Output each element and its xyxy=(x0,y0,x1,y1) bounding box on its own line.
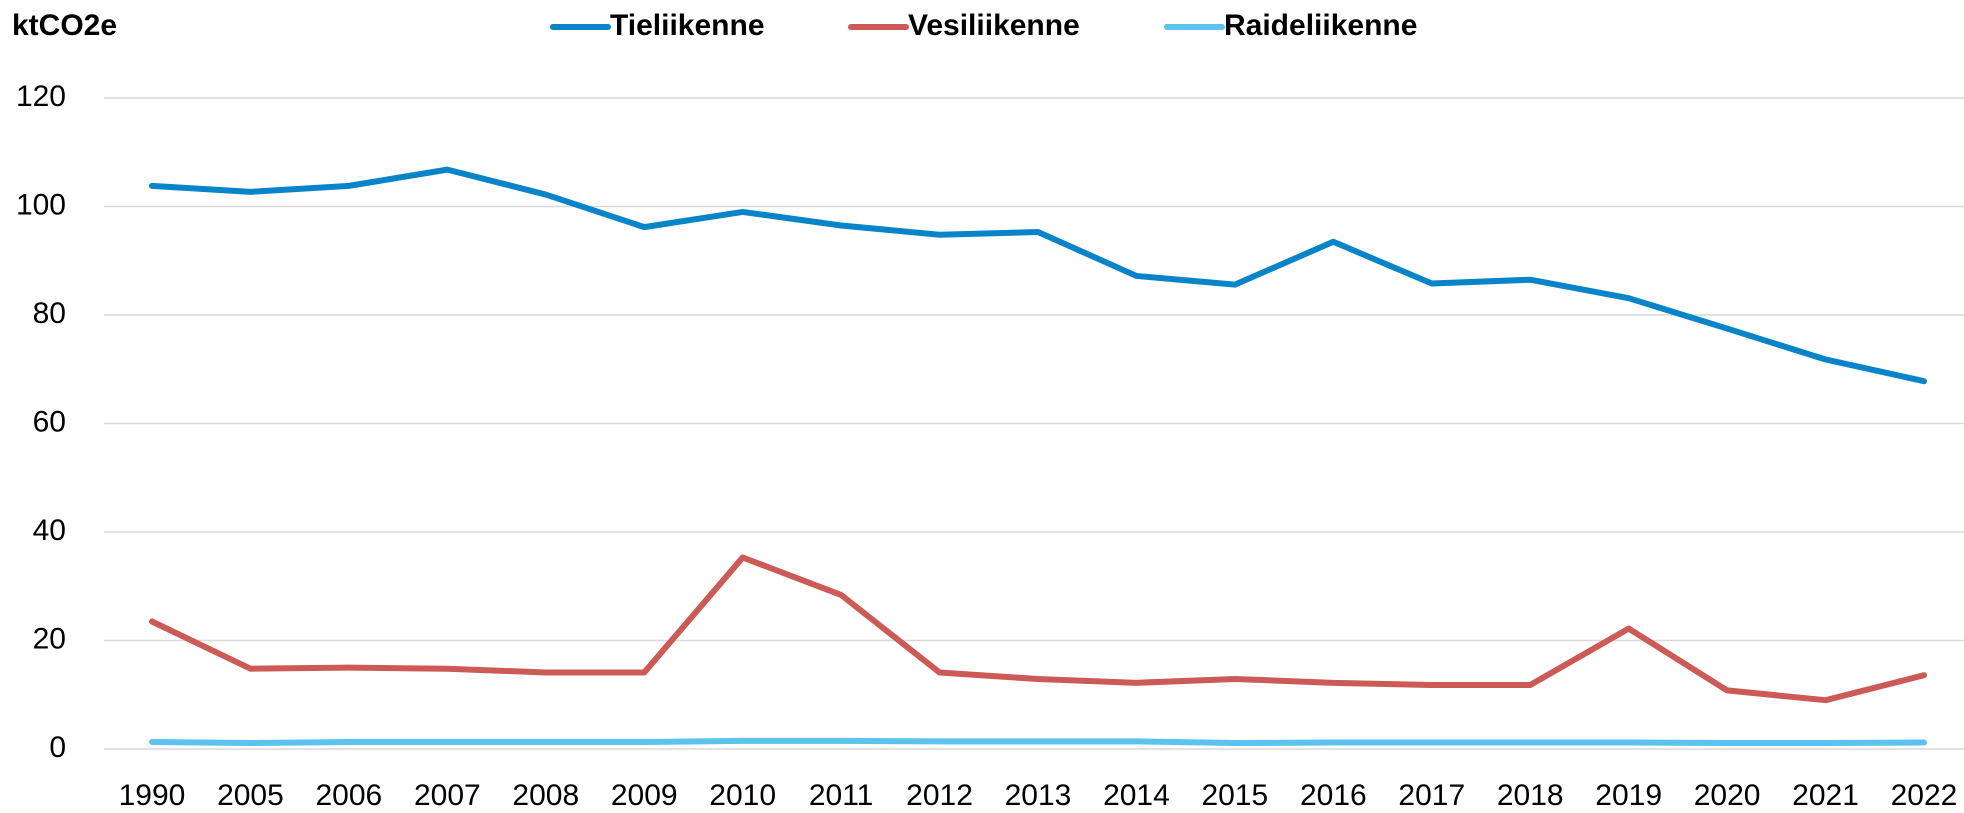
x-tick-label: 2007 xyxy=(414,779,481,812)
x-tick-label: 2011 xyxy=(809,779,874,812)
x-tick-label: 2022 xyxy=(1891,779,1958,812)
y-tick-label: 40 xyxy=(33,514,66,547)
x-tick-label: 2016 xyxy=(1300,779,1367,812)
y-tick-label: 120 xyxy=(16,80,66,113)
y-tick-label: 0 xyxy=(49,731,66,764)
y-axis-label: ktCO2e xyxy=(12,9,117,42)
series-line xyxy=(149,166,1927,385)
series-line xyxy=(149,554,1927,704)
x-tick-label: 2019 xyxy=(1595,779,1662,812)
x-tick-label: 1990 xyxy=(119,779,186,812)
x-tick-label: 2010 xyxy=(709,779,776,812)
y-tick-label: 100 xyxy=(16,188,66,221)
x-tick-label: 2005 xyxy=(217,779,284,812)
x-tick-label: 2015 xyxy=(1202,779,1269,812)
x-tick-label: 2020 xyxy=(1694,779,1761,812)
y-tick-label: 60 xyxy=(33,405,66,438)
x-tick-label: 2014 xyxy=(1103,779,1170,812)
x-tick-label: 2006 xyxy=(316,779,383,812)
y-tick-label: 80 xyxy=(33,297,66,330)
y-tick-label: 20 xyxy=(33,622,66,655)
x-tick-label: 2018 xyxy=(1497,779,1564,812)
x-tick-label: 2012 xyxy=(906,779,973,812)
series-line xyxy=(149,737,1927,747)
x-tick-label: 2013 xyxy=(1005,779,1072,812)
x-tick-label: 2017 xyxy=(1398,779,1465,812)
legend-label: Raideliikenne xyxy=(1224,9,1417,42)
x-tick-label: 2008 xyxy=(512,779,579,812)
legend-label: Tieliikenne xyxy=(610,9,765,42)
x-tick-label: 2021 xyxy=(1792,779,1859,812)
legend-label: Vesiliikenne xyxy=(908,9,1080,42)
x-tick-label: 2009 xyxy=(611,779,678,812)
